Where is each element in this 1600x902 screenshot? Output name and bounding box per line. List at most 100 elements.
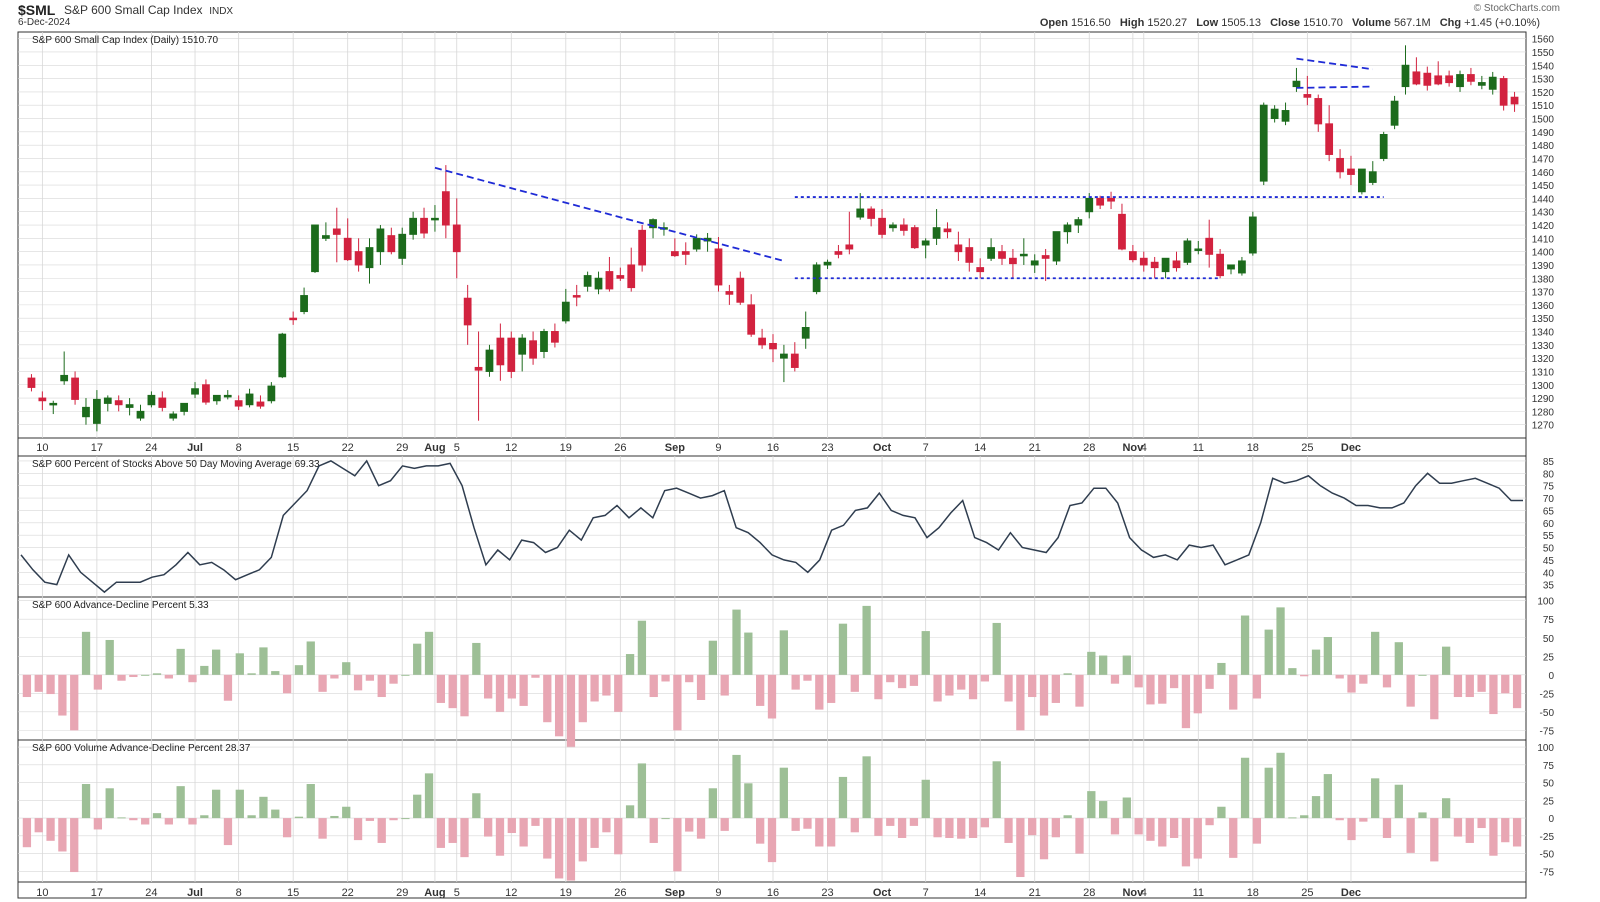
y-tick-label: 55 bbox=[1543, 531, 1555, 542]
breadth-bar bbox=[1382, 674, 1392, 688]
breadth-bar bbox=[34, 818, 43, 833]
breadth-bar bbox=[696, 674, 706, 700]
candle-body bbox=[409, 217, 418, 235]
candle-body bbox=[1128, 251, 1137, 261]
x-tick-label-bottom: 28 bbox=[1083, 887, 1095, 899]
x-tick-label-bottom: 22 bbox=[342, 887, 354, 899]
x-tick-label-top: 15 bbox=[287, 442, 299, 454]
candle-body bbox=[1019, 253, 1028, 257]
breadth-bar bbox=[247, 673, 256, 675]
breadth-bar bbox=[93, 674, 103, 690]
candle-body bbox=[452, 224, 461, 253]
candle-body bbox=[387, 235, 396, 253]
close-label: Close bbox=[1270, 17, 1301, 29]
candle-body bbox=[354, 251, 363, 266]
volume-label: Volume bbox=[1351, 17, 1391, 29]
candle-body bbox=[93, 398, 101, 424]
breadth-bar bbox=[531, 818, 540, 826]
breadth-bar bbox=[838, 623, 848, 675]
y-tick-label: 1490 bbox=[1532, 128, 1555, 139]
candle-body bbox=[1292, 80, 1301, 88]
breadth-bar bbox=[720, 818, 729, 831]
breadth-bar bbox=[1300, 815, 1309, 819]
breadth-bar bbox=[1158, 818, 1167, 847]
breadth-bar bbox=[1406, 674, 1415, 707]
breadth-bar bbox=[1063, 673, 1072, 675]
x-tick-label-bottom: 12 bbox=[505, 887, 517, 899]
breadth-bar bbox=[1477, 674, 1486, 692]
breadth-bar bbox=[1217, 806, 1226, 819]
candle-body bbox=[1096, 197, 1105, 206]
breadth-bar bbox=[1193, 674, 1202, 714]
breadth-bar bbox=[1323, 637, 1332, 675]
symbol-label[interactable]: $SML bbox=[18, 2, 56, 18]
candle-body bbox=[1445, 75, 1453, 84]
breadth-bar bbox=[259, 647, 268, 675]
breadth-bar bbox=[413, 794, 422, 819]
breadth-bar bbox=[1453, 818, 1463, 837]
y-tick-label: 1280 bbox=[1532, 407, 1555, 418]
candle-body bbox=[758, 337, 766, 346]
breadth-bar bbox=[1276, 607, 1285, 675]
breadth-bar bbox=[1075, 674, 1084, 707]
candle-body bbox=[1390, 100, 1399, 126]
x-tick-label-top: Nov bbox=[1122, 442, 1144, 454]
x-tick-label-top: 11 bbox=[1193, 442, 1204, 454]
y-tick-label: 1500 bbox=[1532, 115, 1555, 126]
x-tick-label-bottom: Dec bbox=[1341, 887, 1361, 899]
breadth-bar bbox=[1075, 818, 1084, 854]
candle-body bbox=[1030, 260, 1039, 266]
trendline bbox=[434, 166, 785, 262]
candle-body bbox=[769, 342, 777, 350]
breadth-bar bbox=[637, 620, 647, 675]
candle-body bbox=[1238, 260, 1246, 274]
y-tick-label: 1420 bbox=[1532, 221, 1555, 232]
x-tick-label-bottom: 23 bbox=[821, 887, 833, 899]
breadth-bar bbox=[1169, 674, 1179, 689]
y-tick-label: 1460 bbox=[1532, 168, 1555, 179]
candle-body bbox=[747, 304, 756, 335]
candle-body bbox=[1434, 75, 1443, 85]
breadth-bar bbox=[1406, 818, 1415, 853]
candle-body bbox=[289, 317, 298, 321]
x-tick-label-top: Sep bbox=[665, 442, 685, 454]
candle-body bbox=[311, 224, 319, 273]
open-value: 1516.50 bbox=[1071, 17, 1111, 29]
y-tick-label: 1320 bbox=[1532, 354, 1555, 365]
candle-body bbox=[627, 264, 636, 289]
x-tick-label-top: 23 bbox=[821, 442, 833, 454]
breadth-bar bbox=[815, 818, 824, 847]
breadth-bar bbox=[1264, 767, 1273, 819]
volume-value: 567.1M bbox=[1393, 17, 1431, 29]
breadth-bar bbox=[1453, 674, 1463, 698]
breadth-bar bbox=[957, 818, 966, 839]
panel-3-legend: S&P 600 Advance-Decline Percent 5.33 bbox=[32, 600, 209, 611]
x-axis-strip-1 bbox=[17, 437, 1527, 457]
candle-body bbox=[1456, 74, 1464, 88]
ohlc-readout: Open 1516.50 High 1520.27 Low 1505.13 Cl… bbox=[1034, 17, 1540, 29]
breadth-bar bbox=[1087, 791, 1096, 819]
breadth-bar bbox=[436, 818, 445, 848]
breadth-bar bbox=[1158, 674, 1167, 704]
breadth-bar bbox=[22, 674, 32, 698]
breadth-bar bbox=[294, 816, 304, 819]
breadth-bar bbox=[1122, 797, 1131, 819]
low-label: Low bbox=[1196, 17, 1219, 29]
breadth-bar bbox=[1146, 818, 1155, 841]
breadth-bar bbox=[401, 674, 410, 676]
panel-1-frame bbox=[17, 31, 1527, 439]
candle-body bbox=[485, 349, 494, 372]
breadth-bar bbox=[223, 674, 233, 701]
breadth-bar bbox=[874, 674, 883, 700]
breadth-bar bbox=[791, 674, 800, 690]
y-tick-label: 65 bbox=[1543, 506, 1555, 517]
candle-body bbox=[1107, 197, 1115, 202]
candle-body bbox=[343, 237, 352, 261]
candle-body bbox=[954, 244, 963, 253]
candle-body bbox=[1281, 110, 1290, 122]
candle-body bbox=[507, 337, 516, 372]
candle-body bbox=[867, 208, 876, 219]
candle-body bbox=[899, 224, 908, 231]
candle-body bbox=[1216, 253, 1224, 277]
